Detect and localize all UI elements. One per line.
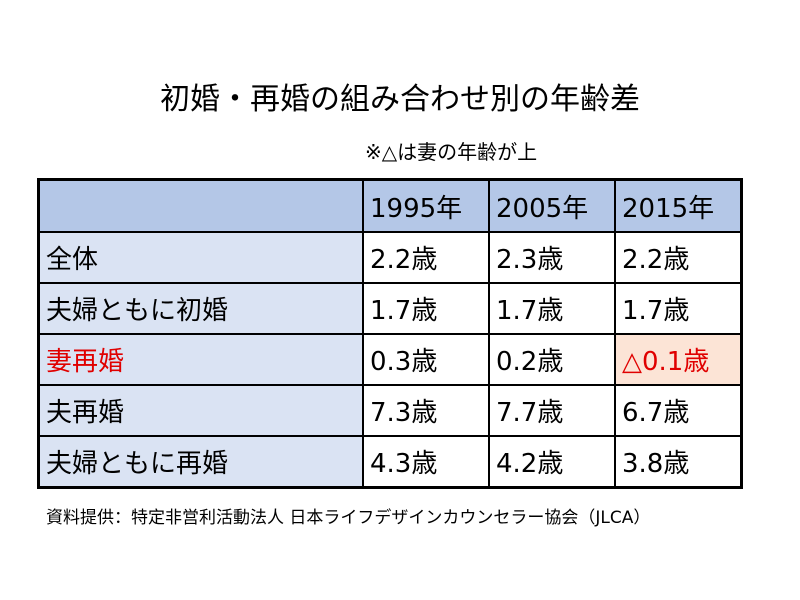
table-row: 全体 2.2歳 2.3歳 2.2歳 <box>37 231 743 284</box>
cell: 7.7歳 <box>488 384 616 437</box>
note: ※△は妻の年齢が上 <box>365 140 538 164</box>
cell: 6.7歳 <box>614 384 743 437</box>
cell: 4.3歳 <box>362 435 490 489</box>
cell: 4.2歳 <box>488 435 616 489</box>
table: 1995年 2005年 2015年 全体 2.2歳 2.3歳 2.2歳 夫婦ともに初婚 1.7歳… <box>37 178 743 489</box>
column-header: 2005年 <box>488 178 616 233</box>
cell: 2.3歳 <box>488 231 616 284</box>
cell: 1.7歳 <box>362 282 490 335</box>
cell: 7.3歳 <box>362 384 490 437</box>
table-row: 妻再婚 0.3歳 0.2歳 △0.1歳 <box>37 333 743 386</box>
cell: 1.7歳 <box>614 282 743 335</box>
cell: 0.3歳 <box>362 333 490 386</box>
table-row: 夫再婚 7.3歳 7.7歳 6.7歳 <box>37 384 743 437</box>
cell: 1.7歳 <box>488 282 616 335</box>
column-header: 2015年 <box>614 178 743 233</box>
row-label: 夫婦ともに初婚 <box>37 282 364 335</box>
table-row: 夫婦ともに初婚 1.7歳 1.7歳 1.7歳 <box>37 282 743 335</box>
cell: △0.1歳 <box>614 333 743 386</box>
header-row: 1995年 2005年 2015年 <box>37 178 743 233</box>
column-header: 1995年 <box>362 178 490 233</box>
row-label: 夫再婚 <box>37 384 364 437</box>
cell: 2.2歳 <box>614 231 743 284</box>
column-header <box>37 178 364 233</box>
row-label: 全体 <box>37 231 364 284</box>
cell: 2.2歳 <box>362 231 490 284</box>
title: 初婚・再婚の組み合わせ別の年齢差 <box>160 82 640 117</box>
source: 資料提供：特定非営利活動法人 日本ライフデザインカウンセラー協会（JLCA） <box>46 508 651 528</box>
cell: 0.2歳 <box>488 333 616 386</box>
cell: 3.8歳 <box>614 435 743 489</box>
row-label: 夫婦ともに再婚 <box>37 435 364 489</box>
row-label: 妻再婚 <box>37 333 364 386</box>
table-row: 夫婦ともに再婚 4.3歳 4.2歳 3.8歳 <box>37 435 743 489</box>
